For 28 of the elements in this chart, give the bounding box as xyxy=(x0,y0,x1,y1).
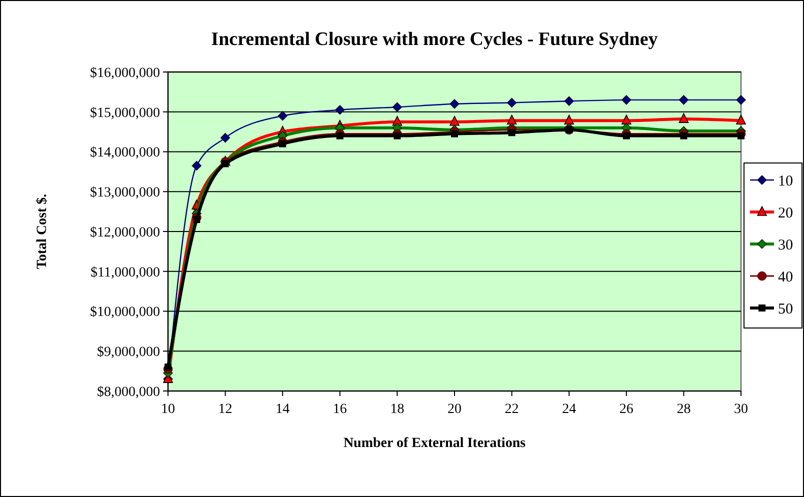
y-tick-label: $13,000,000 xyxy=(90,186,160,201)
x-tick-label: 12 xyxy=(218,402,232,417)
y-tick-label: $10,000,000 xyxy=(90,305,160,320)
x-tick-label: 20 xyxy=(448,402,462,417)
x-tick-label: 22 xyxy=(504,402,519,417)
y-axis-title: Total Cost $. xyxy=(35,194,50,270)
y-tick-label: $9,000,000 xyxy=(97,345,160,360)
legend-label: 20 xyxy=(778,205,793,222)
x-tick-label: 10 xyxy=(161,402,175,417)
x-tick-label: 24 xyxy=(562,402,576,417)
y-tick-label: $11,000,000 xyxy=(90,265,160,280)
x-tick-label: 14 xyxy=(276,402,290,417)
y-tick-label: $15,000,000 xyxy=(90,106,160,121)
x-tick-label: 28 xyxy=(676,402,691,417)
x-tick-label: 18 xyxy=(390,402,404,417)
y-tick-label: $8,000,000 xyxy=(97,384,160,400)
x-tick-label: 16 xyxy=(332,402,347,417)
legend-label: 50 xyxy=(778,301,793,318)
y-tick-label: $16,000,000 xyxy=(90,66,160,81)
y-tick-label: $12,000,000 xyxy=(90,225,160,240)
x-tick-label: 26 xyxy=(619,402,634,417)
chart-title: Incremental Closure with more Cycles - Future Sydney xyxy=(211,29,658,50)
legend-label: 10 xyxy=(778,173,793,190)
x-tick-label: 30 xyxy=(734,402,748,417)
legend-label: 40 xyxy=(778,269,793,286)
legend-label: 30 xyxy=(778,237,793,254)
y-tick-label: $14,000,000 xyxy=(90,146,160,161)
x-axis-title: Number of External Iterations xyxy=(343,436,526,451)
